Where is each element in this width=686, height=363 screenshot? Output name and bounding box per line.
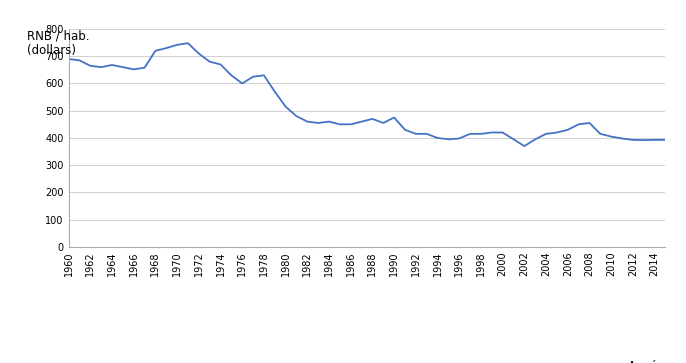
Text: RNB / hab.
(dollars): RNB / hab. (dollars) [27, 29, 89, 57]
Text: Année: Année [628, 360, 665, 363]
